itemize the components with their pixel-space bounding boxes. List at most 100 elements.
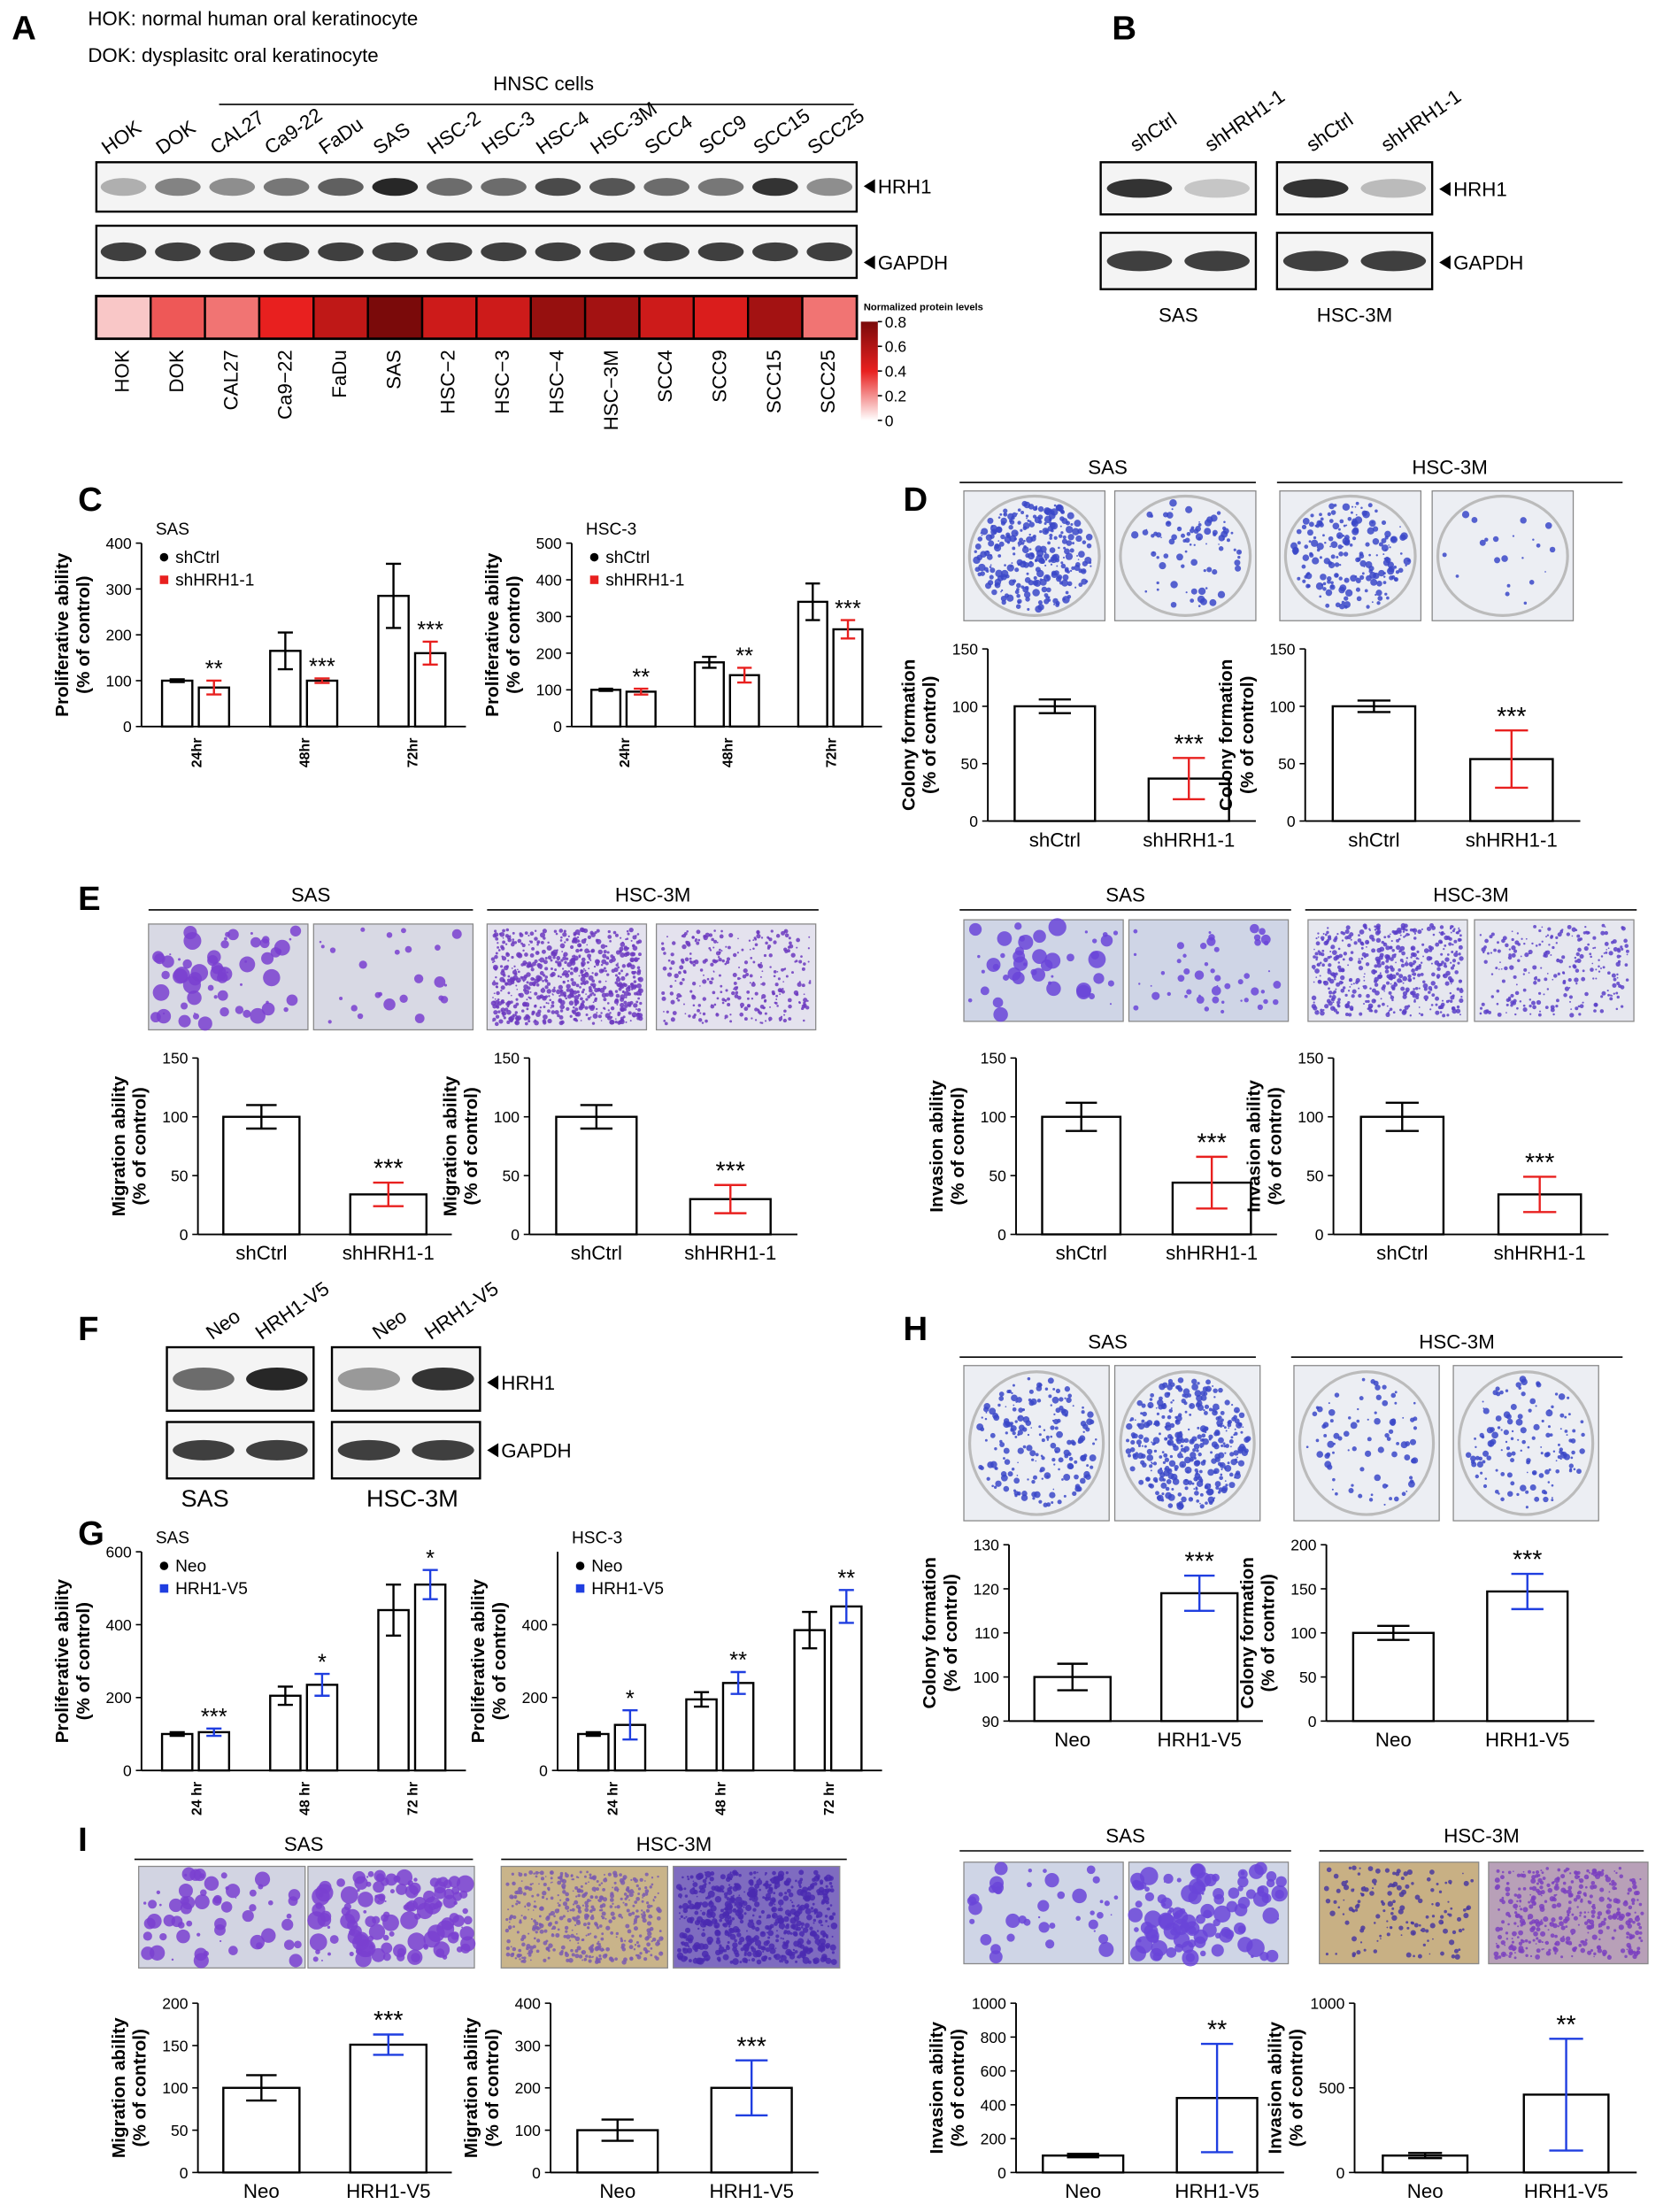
cell-blob — [543, 960, 548, 965]
cell-blob — [800, 1926, 804, 1929]
cell-blob — [731, 1900, 734, 1903]
cell-blob — [531, 1894, 535, 1898]
cell-blob — [1076, 1486, 1082, 1492]
cell-blob — [1086, 543, 1092, 549]
cell-blob — [1012, 1383, 1015, 1387]
cell-blob — [1555, 1468, 1560, 1474]
cell-blob — [716, 997, 720, 1000]
cell-blob — [1163, 553, 1169, 559]
cell-blob — [1049, 521, 1053, 526]
cell-blob — [696, 929, 701, 935]
heat-cell — [258, 295, 315, 340]
cell-blob — [261, 1928, 276, 1943]
cell-blob — [1051, 1500, 1054, 1505]
cell-blob — [286, 1913, 292, 1919]
cell-blob — [226, 1884, 241, 1899]
cell-blob — [1221, 1418, 1224, 1422]
cell-blob — [1155, 1407, 1158, 1409]
cell-blob — [806, 1914, 812, 1921]
cell-blob — [1398, 949, 1403, 952]
cell-blob — [1184, 1456, 1191, 1464]
cell-blob — [566, 1910, 569, 1913]
cell-blob — [547, 1888, 551, 1892]
cell-blob — [782, 1895, 789, 1901]
cell-blob — [689, 957, 692, 960]
cell-blob — [630, 1878, 633, 1881]
cell-blob — [805, 1923, 810, 1929]
cell-blob — [1031, 967, 1046, 982]
cell-blob — [1606, 990, 1609, 992]
cell-blob — [1450, 983, 1452, 985]
cell-blob — [1155, 1491, 1159, 1496]
cell-blob — [772, 1882, 774, 1884]
cell-blob — [1499, 961, 1501, 964]
cell-blob — [754, 1019, 758, 1021]
cell-blob — [585, 1934, 588, 1937]
cell-blob — [495, 1014, 500, 1019]
note: HOK: normal human oral keratinocyte — [88, 8, 418, 30]
cell-blob — [1337, 998, 1341, 1001]
cell-blob — [1141, 1419, 1145, 1423]
cell-blob — [1458, 944, 1463, 950]
cell-blob — [574, 940, 578, 944]
cell-blob — [616, 1890, 619, 1892]
cell-blob — [1422, 955, 1424, 958]
cell-blob — [758, 1888, 761, 1892]
cell-blob — [547, 955, 552, 960]
cell-blob — [581, 1904, 584, 1907]
cell-blob — [1176, 1877, 1182, 1883]
cell-blob — [608, 1919, 612, 1923]
cell-blob — [781, 967, 784, 972]
cell-blob — [642, 1918, 647, 1923]
cell-blob — [1061, 1408, 1069, 1416]
cell-blob — [637, 1892, 641, 1895]
dish — [1298, 1370, 1436, 1516]
cell-blob — [723, 1908, 725, 1910]
cell-blob — [1183, 1437, 1190, 1444]
cell-blob — [634, 1900, 638, 1904]
cell-blob — [1000, 1471, 1007, 1477]
cell-blob — [572, 1878, 575, 1881]
cell-blob — [560, 959, 564, 962]
cell-blob — [1129, 1447, 1136, 1453]
cell-blob — [637, 988, 642, 992]
cell-blob — [1149, 1398, 1153, 1401]
cell-blob — [1336, 933, 1339, 936]
cell-blob — [715, 951, 721, 956]
cell-blob — [1325, 1898, 1331, 1904]
cell-blob — [320, 944, 325, 949]
cell-blob — [520, 1880, 523, 1883]
cell-blob — [689, 1938, 692, 1940]
cell-blob — [658, 1942, 660, 1946]
cell-blob — [815, 1915, 820, 1918]
cell-blob — [1046, 1438, 1050, 1441]
cell-blob — [1444, 957, 1450, 962]
cell-blob — [815, 1874, 820, 1879]
cell-blob — [1395, 961, 1397, 964]
cell-blob — [1228, 1420, 1233, 1424]
cell-blob — [561, 967, 565, 970]
cell-blob — [798, 1884, 801, 1887]
cell-blob — [684, 1013, 687, 1015]
cell-blob — [588, 1005, 592, 1009]
cell-blob — [589, 1877, 594, 1880]
cell-blob — [808, 936, 811, 938]
cell-blob — [1329, 951, 1332, 953]
cell-blob — [1200, 1394, 1207, 1401]
cell-blob — [1416, 950, 1420, 953]
heat-label: SCC15 — [763, 350, 785, 413]
cell-blob — [1375, 923, 1381, 929]
cell-blob — [813, 1909, 816, 1912]
cell-blob — [1204, 519, 1213, 527]
cell-blob — [235, 1006, 244, 1014]
cell-blob — [594, 997, 598, 1001]
cell-blob — [518, 1872, 523, 1877]
cell-blob — [1248, 1863, 1264, 1879]
cell-blob — [677, 998, 681, 1002]
cell-blob — [1510, 1004, 1513, 1007]
cell-blob — [995, 1480, 1002, 1487]
cell-blob — [1085, 1427, 1090, 1432]
cell-blob — [1368, 1498, 1374, 1502]
cell-blob — [1319, 961, 1322, 965]
